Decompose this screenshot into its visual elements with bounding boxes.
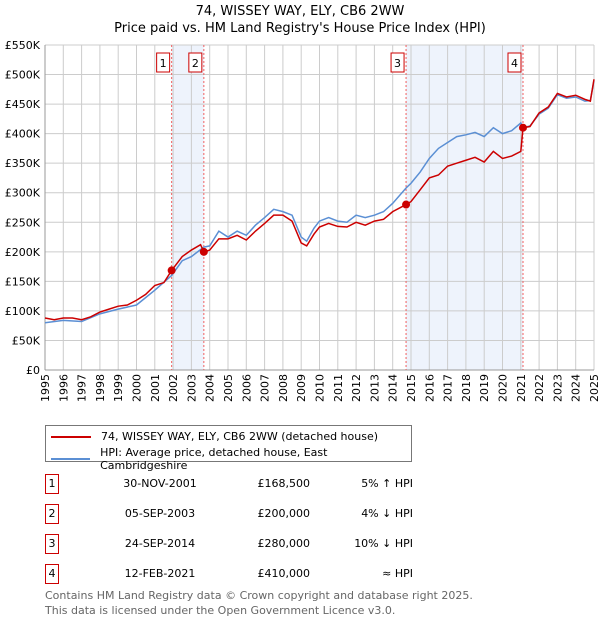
sale-point	[199, 247, 208, 256]
x-tick-label: 2025	[588, 374, 600, 402]
y-tick-label: £0	[26, 364, 40, 377]
sale-point	[167, 266, 176, 275]
chart-title: 74, WISSEY WAY, ELY, CB6 2WW	[195, 4, 405, 19]
sale-label: 2	[192, 57, 199, 70]
sale-price: £168,500	[257, 477, 311, 490]
transaction-row: 4 12-FEB-2021 £410,000 ≈ HPI	[45, 564, 413, 584]
x-tick-label: 2010	[314, 374, 327, 402]
hpi-comparison: 4% ↓ HPI	[361, 507, 413, 520]
sale-price: £200,000	[257, 507, 311, 520]
y-tick-label: £350K	[5, 157, 41, 170]
sale-label-box	[507, 52, 522, 73]
shaded-period	[406, 45, 523, 370]
y-tick-label: £50K	[12, 334, 41, 347]
x-tick-label: 2006	[240, 374, 253, 402]
sale-label-box	[188, 52, 203, 73]
sale-price: £410,000	[257, 567, 311, 580]
sale-date: 24-SEP-2014	[124, 537, 196, 550]
hpi-comparison: 10% ↓ HPI	[354, 537, 413, 550]
sale-label-box	[390, 52, 405, 73]
sale-marker-badge: 2	[45, 504, 59, 524]
x-tick-label: 2021	[515, 374, 528, 402]
sale-label: 1	[160, 57, 167, 70]
y-tick-label: £100K	[5, 305, 41, 318]
x-tick-label: 2005	[222, 374, 235, 402]
transaction-row: 2 05-SEP-2003 £200,000 4% ↓ HPI	[45, 504, 413, 524]
y-tick-label: £550K	[5, 39, 41, 52]
footer-copyright: Contains HM Land Registry data © Crown c…	[45, 589, 473, 602]
x-tick-label: 2001	[149, 374, 162, 402]
sale-date: 12-FEB-2021	[124, 567, 196, 580]
sale-date: 05-SEP-2003	[124, 507, 196, 520]
x-tick-label: 1997	[76, 374, 89, 402]
x-tick-label: 1995	[39, 374, 52, 402]
footer-licence: This data is licensed under the Open Gov…	[45, 604, 396, 617]
x-tick-label: 1998	[94, 374, 107, 402]
sale-label: 4	[511, 57, 518, 70]
x-tick-label: 2000	[131, 374, 144, 402]
sale-price: £280,000	[257, 537, 311, 550]
y-tick-label: £450K	[5, 98, 41, 111]
sale-label: 3	[394, 57, 401, 70]
sale-label-box	[156, 52, 171, 73]
x-tick-label: 2022	[533, 374, 546, 402]
chart-subtitle: Price paid vs. HM Land Registry's House …	[114, 21, 486, 36]
y-tick-label: £500K	[5, 69, 41, 82]
x-tick-label: 2023	[551, 374, 564, 402]
x-tick-label: 2016	[423, 374, 436, 402]
x-tick-label: 2019	[478, 374, 491, 402]
x-tick-label: 2018	[460, 374, 473, 402]
x-tick-label: 2004	[204, 374, 217, 402]
x-tick-label: 2007	[259, 374, 272, 402]
y-tick-label: £200K	[5, 246, 41, 259]
x-tick-label: 2009	[295, 374, 308, 402]
transaction-row: 1 30-NOV-2001 £168,500 5% ↑ HPI	[45, 474, 413, 494]
price-chart: 1995 1996 1997 1998 1999 2000 2001 2002 2003 2004…	[5, 39, 600, 402]
x-tick-label: 1996	[57, 374, 70, 402]
y-tick-label: £400K	[5, 128, 41, 141]
x-tick-label: 2020	[497, 374, 510, 402]
x-tick-label: 2017	[442, 374, 455, 402]
shaded-period	[171, 45, 204, 370]
legend: 74, WISSEY WAY, ELY, CB6 2WW (detached h…	[45, 425, 412, 472]
x-tick-label: 2024	[570, 374, 583, 402]
x-tick-label: 2014	[387, 374, 400, 402]
x-tick-label: 2003	[185, 374, 198, 402]
x-tick-label: 1999	[112, 374, 125, 402]
y-tick-label: £250K	[5, 216, 41, 229]
x-tick-label: 2013	[368, 374, 381, 402]
x-tick-label: 2002	[167, 374, 180, 402]
sale-marker-badge: 3	[45, 534, 59, 554]
y-tick-label: £150K	[5, 275, 41, 288]
legend-blue-line	[51, 458, 91, 460]
transaction-row: 3 24-SEP-2014 £280,000 10% ↓ HPI	[45, 534, 413, 554]
x-tick-label: 2011	[332, 374, 345, 402]
sale-point	[518, 123, 527, 132]
hpi-comparison: ≈ HPI	[382, 567, 413, 580]
y-tick-label: £300K	[5, 187, 41, 200]
hpi-comparison: 5% ↑ HPI	[361, 477, 413, 490]
price-paid-line	[44, 79, 595, 321]
x-tick-label: 2012	[350, 374, 363, 402]
legend-hpi: HPI: Average price, detached house, East…	[100, 446, 328, 472]
sale-marker-badge: 1	[45, 474, 59, 494]
sale-point	[402, 200, 411, 209]
legend-property: 74, WISSEY WAY, ELY, CB6 2WW (detached h…	[101, 430, 379, 443]
x-tick-label: 2015	[405, 374, 418, 402]
sale-marker-badge: 4	[45, 564, 59, 584]
legend-red-line	[51, 435, 91, 438]
sale-date: 30-NOV-2001	[123, 477, 197, 490]
x-tick-label: 2008	[277, 374, 290, 402]
